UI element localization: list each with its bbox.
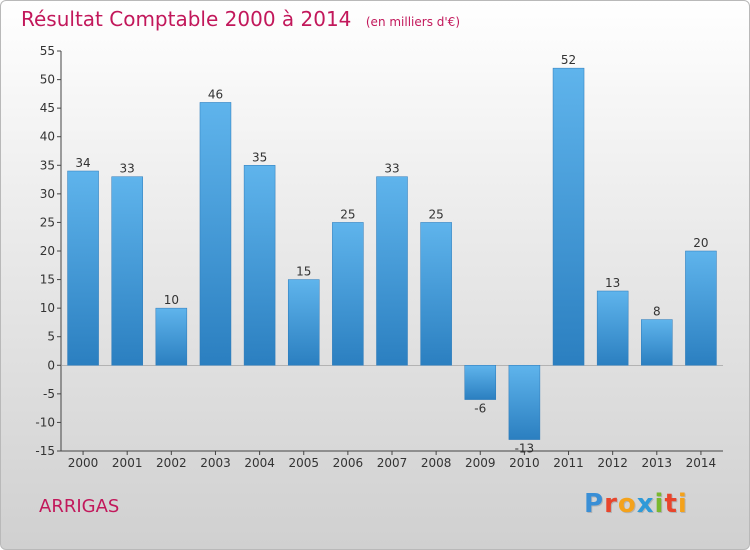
data-label-2014: 20 bbox=[693, 236, 708, 250]
y-tick-label: -5 bbox=[43, 387, 55, 401]
data-label-2007: 33 bbox=[384, 162, 399, 176]
x-tick-label: 2008 bbox=[421, 456, 452, 470]
chart-subtitle: (en milliers d'€) bbox=[365, 15, 460, 29]
logo-letter: x bbox=[636, 489, 655, 519]
data-label-2005: 15 bbox=[296, 265, 311, 279]
x-tick-label: 2007 bbox=[377, 456, 408, 470]
y-tick-label: 5 bbox=[47, 330, 55, 344]
y-tick-label: 25 bbox=[40, 215, 55, 229]
y-tick-label: 20 bbox=[40, 244, 55, 258]
x-tick-label: 2003 bbox=[200, 456, 231, 470]
bar-2008 bbox=[420, 222, 452, 366]
bars bbox=[67, 67, 717, 440]
x-tick-label: 2006 bbox=[333, 456, 364, 470]
x-tick-label: 2011 bbox=[553, 456, 584, 470]
y-tick-label: -10 bbox=[35, 415, 55, 429]
x-tick-label: 2009 bbox=[465, 456, 496, 470]
y-tick-label: 15 bbox=[40, 273, 55, 287]
data-label-2009: -6 bbox=[474, 402, 486, 416]
x-tick-label: 2013 bbox=[642, 456, 673, 470]
y-tick-label: 30 bbox=[40, 187, 55, 201]
bar-2012 bbox=[596, 290, 629, 366]
data-label-2003: 46 bbox=[208, 87, 223, 101]
data-label-2002: 10 bbox=[164, 293, 179, 307]
x-tick-label: 2004 bbox=[244, 456, 275, 470]
x-tick-label: 2012 bbox=[597, 456, 628, 470]
data-label-2006: 25 bbox=[340, 207, 355, 221]
x-tick-label: 2010 bbox=[509, 456, 540, 470]
logo-letter: t bbox=[664, 489, 678, 519]
y-tick-label: 50 bbox=[40, 73, 55, 87]
axes: -15 -10 -5 0 5 10 15 20 25 30 35 40 45 50 55 2000 2001 20… bbox=[35, 44, 723, 470]
bar-2013 bbox=[641, 319, 673, 366]
bar-2003 bbox=[199, 102, 232, 366]
logo-letter: P bbox=[584, 489, 605, 519]
data-label-2001: 33 bbox=[120, 162, 135, 176]
x-tick-label: 2014 bbox=[686, 456, 717, 470]
data-label-2008: 25 bbox=[428, 207, 443, 221]
y-tick-label: 0 bbox=[47, 358, 55, 372]
logo-letter: i bbox=[677, 489, 688, 519]
y-tick-label: -15 bbox=[35, 444, 55, 458]
data-label-2010: -13 bbox=[515, 442, 535, 456]
logo-letter: i bbox=[654, 489, 665, 519]
bar-2005 bbox=[287, 279, 320, 366]
data-labels: 34 33 10 46 35 15 25 33 25 -6 -13 52 13 8 20 bbox=[75, 53, 708, 455]
bar-2006 bbox=[332, 222, 364, 366]
y-tick-label: 55 bbox=[40, 44, 55, 58]
y-tick-label: 10 bbox=[40, 301, 55, 315]
chart-title: Résultat Comptable 2000 à 2014 bbox=[21, 7, 352, 31]
data-label-2004: 35 bbox=[252, 150, 267, 164]
data-label-2012: 13 bbox=[605, 276, 620, 290]
proxiti-logo[interactable]: Proxiti bbox=[584, 489, 688, 519]
x-tick-label: 2000 bbox=[68, 456, 99, 470]
bar-2010 bbox=[508, 365, 541, 440]
title-row: Résultat Comptable 2000 à 2014 (en milli… bbox=[21, 7, 460, 31]
logo-letter: o bbox=[617, 489, 637, 519]
y-tick-label: 40 bbox=[40, 130, 55, 144]
data-label-2011: 52 bbox=[561, 53, 576, 67]
commune-name: ARRIGAS bbox=[39, 496, 120, 517]
logo-letter: r bbox=[604, 489, 618, 519]
data-label-2013: 8 bbox=[653, 305, 661, 319]
y-tick-label: 45 bbox=[40, 101, 55, 115]
x-tick-label: 2002 bbox=[156, 456, 187, 470]
x-tick-label: 2005 bbox=[288, 456, 319, 470]
bar-2001 bbox=[111, 176, 143, 366]
data-label-2000: 34 bbox=[75, 156, 90, 170]
x-tick-label: 2001 bbox=[112, 456, 143, 470]
bar-2004 bbox=[243, 165, 276, 366]
bar-2000 bbox=[67, 170, 99, 366]
bar-2011 bbox=[552, 67, 585, 366]
bar-2007 bbox=[376, 176, 408, 366]
bar-2014 bbox=[685, 250, 717, 366]
bar-2002 bbox=[155, 307, 188, 366]
y-tick-label: 35 bbox=[40, 158, 55, 172]
bar-2009 bbox=[464, 365, 497, 400]
